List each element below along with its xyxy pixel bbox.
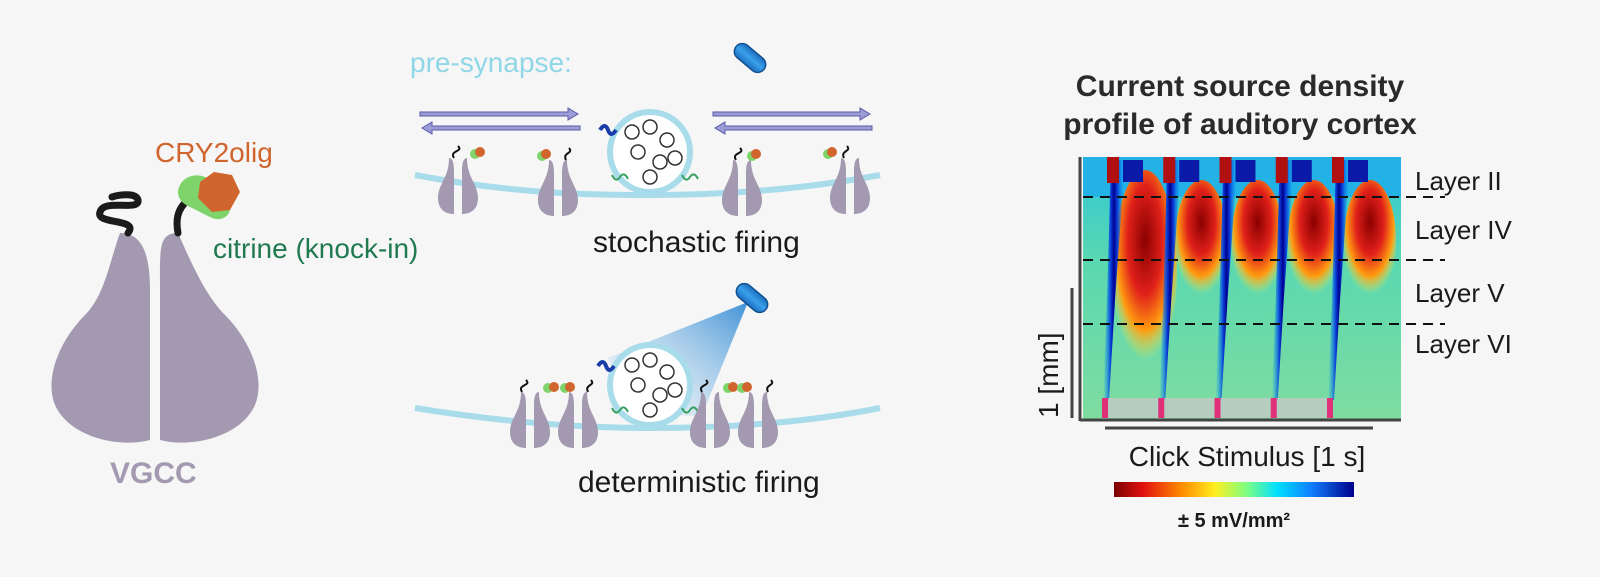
csd-source-streak <box>1215 160 1238 400</box>
csd-sink-blob <box>1231 180 1284 300</box>
colorbar <box>1114 482 1354 497</box>
csd-source-streak <box>1103 160 1125 400</box>
csd-sink-blob <box>1113 170 1177 370</box>
csd-source-streak <box>1159 160 1182 400</box>
layer-vi-label: Layer VI <box>1415 329 1512 359</box>
layer-iv-label: Layer IV <box>1415 215 1512 245</box>
synaptic-vesicle-bottom <box>596 342 699 428</box>
csd-top-source <box>1235 160 1256 182</box>
synapse-illustration: pre-synapse: <box>410 42 881 499</box>
optic-fiber-on-icon <box>735 282 769 314</box>
presynapse-label: pre-synapse: <box>410 47 572 78</box>
vgcc-right-subunit <box>159 233 259 443</box>
vgcc-channels-top <box>438 145 870 216</box>
click-marker <box>1102 398 1108 418</box>
vgcc-n-terminus-left <box>96 191 142 237</box>
csd-top-source <box>1123 160 1143 182</box>
synaptic-vesicle-top <box>598 109 699 195</box>
y-scale-label: 1 [mm] <box>1033 332 1064 418</box>
click-marker <box>1158 398 1165 418</box>
citrine-label: citrine (knock-in) <box>213 233 418 264</box>
vgcc-channels-bottom <box>510 379 778 448</box>
csd-sink-blob <box>1344 180 1396 300</box>
stochastic-firing-label: stochastic firing <box>593 226 800 259</box>
csd-top-sink <box>1332 157 1344 183</box>
colorbar-label: ± 5 mV/mm² <box>1178 510 1290 532</box>
csd-title-line2: profile of auditory cortex <box>1063 108 1417 141</box>
csd-top-sink <box>1163 157 1176 183</box>
csd-top-sink <box>1275 157 1288 183</box>
csd-heatmap <box>1083 157 1401 420</box>
click-marker <box>1270 398 1277 418</box>
csd-title-line1: Current source density <box>1076 70 1405 103</box>
csd-top-sink <box>1107 157 1119 183</box>
csd-top-source <box>1179 160 1200 182</box>
x-scale-label: Click Stimulus [1 s] <box>1129 441 1366 472</box>
stochastic-arrows-left <box>419 107 581 135</box>
csd-source-streak <box>1328 160 1350 400</box>
csd-top-source <box>1291 160 1312 182</box>
layer-boundaries <box>1083 196 1445 325</box>
csd-panel: Current source density profile of audito… <box>1033 70 1512 532</box>
click-marker <box>1327 398 1333 418</box>
cry2olig-hexagon <box>198 172 240 212</box>
csd-top-source <box>1348 160 1368 182</box>
layer-v-label: Layer V <box>1415 278 1505 308</box>
stochastic-arrows-right <box>712 107 873 135</box>
vgcc-label: VGCC <box>110 457 197 490</box>
vgcc-illustration: CRY2olig citrine (knock-in) VGCC <box>51 137 418 490</box>
csd-sink-blob <box>1175 180 1228 300</box>
csd-sink-blob <box>1287 180 1340 300</box>
click-marker <box>1214 398 1221 418</box>
csd-source-streak <box>1271 160 1294 400</box>
vgcc-left-subunit <box>51 233 150 443</box>
csd-top-sink <box>1219 157 1232 183</box>
layer-ii-label: Layer II <box>1415 166 1502 196</box>
optic-fiber-off-icon <box>733 42 767 74</box>
deterministic-firing-label: deterministic firing <box>578 466 820 499</box>
cry2olig-label: CRY2olig <box>155 137 273 168</box>
